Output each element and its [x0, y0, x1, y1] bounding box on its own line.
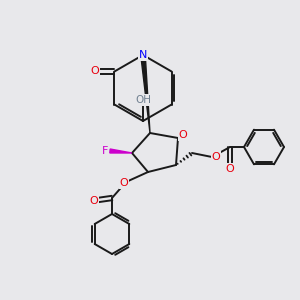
Text: F: F — [102, 146, 108, 156]
Text: O: O — [178, 130, 188, 140]
Text: O: O — [120, 178, 128, 188]
Text: O: O — [90, 67, 99, 76]
Text: O: O — [226, 164, 234, 174]
Polygon shape — [110, 149, 132, 153]
Polygon shape — [141, 55, 150, 133]
Text: O: O — [90, 196, 98, 206]
Text: O: O — [212, 152, 220, 162]
Text: N: N — [139, 50, 147, 60]
Text: OH: OH — [135, 95, 151, 105]
